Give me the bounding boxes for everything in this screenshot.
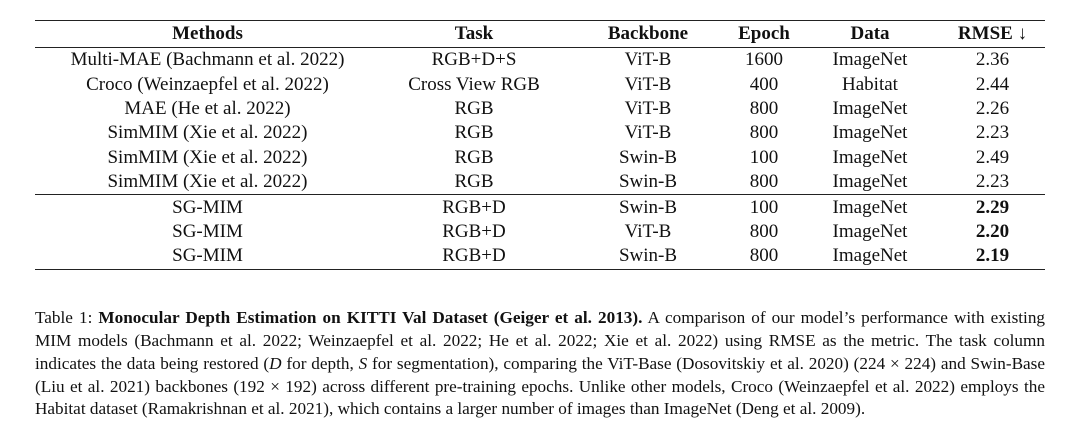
table-cell: 2.29: [975, 196, 1010, 218]
caption-math: D: [269, 353, 282, 373]
table-cell: 800: [749, 122, 779, 144]
table-cell: ImageNet: [832, 97, 908, 119]
table-cell: 1600: [745, 49, 783, 71]
table-row: MAE (He et al. 2022) RGB ViT-B 800 ImageNet 2…: [35, 97, 1045, 121]
table-cell: RGB+D+S: [431, 49, 517, 71]
table-row: SimMIM (Xie et al. 2022) RGB Swin-B 100 Imag…: [35, 146, 1045, 170]
column-header: Backbone: [607, 23, 689, 44]
table-cell: SG-MIM: [172, 196, 243, 218]
table-cell: 2.49: [975, 146, 1010, 168]
column-header: Task: [454, 23, 494, 44]
header-row: Methods Task Backbone Epoch Data RMSE ↓: [35, 20, 1045, 48]
table-cell: ViT-B: [624, 122, 672, 144]
table-cell: ViT-B: [624, 97, 672, 119]
table-cell: 100: [749, 146, 779, 168]
table-row: SG-MIM RGB+D Swin-B 100 ImageNet 2.29: [35, 195, 1045, 220]
table-cell: ImageNet: [832, 122, 908, 144]
table-cell: SimMIM (Xie et al. 2022): [107, 122, 308, 144]
table-cell: ImageNet: [832, 245, 908, 267]
table-caption: Table 1: Monocular Depth Estimation on K…: [35, 307, 1045, 421]
table-cell: Multi-MAE (Bachmann et al. 2022): [70, 49, 345, 71]
table-cell: Croco (Weinzaepfel et al. 2022): [86, 73, 329, 95]
table-cell: RGB: [454, 97, 494, 119]
table-row: SG-MIM RGB+D Swin-B 800 ImageNet 2.19: [35, 244, 1045, 269]
table-cell: 800: [749, 171, 779, 193]
table-cell: MAE (He et al. 2022): [124, 97, 291, 119]
caption-text: for segmentation), comparing the ViT-Bas…: [35, 353, 1045, 419]
table-cell: 800: [749, 220, 779, 242]
table-cell: Cross View RGB: [408, 73, 540, 95]
table-cell: Swin-B: [618, 245, 678, 267]
table-row: SimMIM (Xie et al. 2022) RGB ViT-B 800 Image…: [35, 121, 1045, 145]
table-cell: 2.23: [975, 171, 1010, 193]
table-cell: 2.26: [975, 97, 1010, 119]
table-cell: Swin-B: [618, 171, 678, 193]
column-header: Methods: [172, 23, 243, 44]
caption-label: Table 1:: [35, 308, 93, 328]
table-row: SimMIM (Xie et al. 2022) RGB Swin-B 800 Imag…: [35, 170, 1045, 195]
table-cell: ImageNet: [832, 146, 908, 168]
table-row: Croco (Weinzaepfel et al. 2022) Cross Vie…: [35, 72, 1045, 96]
table-cell: RGB: [454, 122, 494, 144]
table-cell: 800: [749, 97, 779, 119]
table-cell: RGB+D: [442, 220, 506, 242]
row-group: SG-MIM RGB+D Swin-B 100 ImageNet 2.29 SG-MIM RG…: [35, 194, 1045, 270]
table-cell: SimMIM (Xie et al. 2022): [107, 171, 308, 193]
column-header: Data: [850, 23, 890, 44]
table-cell: ImageNet: [832, 220, 908, 242]
table-cell: RGB: [454, 171, 494, 193]
table-cell: ViT-B: [624, 49, 672, 71]
table-cell: 2.19: [975, 245, 1010, 267]
table-cell: SG-MIM: [172, 220, 243, 242]
caption-text: for depth,: [281, 353, 359, 373]
table-cell: ViT-B: [624, 73, 672, 95]
column-header: RMSE ↓: [957, 23, 1028, 44]
caption-text: A comparison of our model’s performance …: [35, 308, 1046, 373]
table-cell: 2.44: [975, 73, 1010, 95]
table-cell: 100: [749, 196, 779, 218]
table-cell: RGB+D: [442, 196, 506, 218]
table-cell: 2.20: [975, 220, 1010, 242]
caption-title: Monocular Depth Estimation on KITTI Val …: [98, 308, 643, 328]
caption-math: S: [358, 353, 368, 373]
table-header: Methods Task Backbone Epoch Data RMSE ↓: [35, 20, 1045, 48]
table-cell: ImageNet: [832, 196, 908, 218]
table-cell: SimMIM (Xie et al. 2022): [107, 146, 308, 168]
table-cell: RGB+D: [442, 245, 506, 267]
table-cell: 800: [749, 245, 779, 267]
results-table: Methods Task Backbone Epoch Data RMSE ↓ Multi…: [35, 20, 1045, 270]
column-header: Epoch: [738, 23, 790, 44]
table-cell: ImageNet: [832, 49, 908, 71]
table-row: SG-MIM RGB+D ViT-B 800 ImageNet 2.20: [35, 220, 1045, 244]
table-cell: Swin-B: [618, 196, 678, 218]
table-cell: Habitat: [842, 73, 898, 95]
row-group: Multi-MAE (Bachmann et al. 2022) RGB+D+S V…: [35, 48, 1045, 195]
table-cell: 400: [749, 73, 779, 95]
table-cell: ImageNet: [832, 171, 908, 193]
table-cell: 2.23: [975, 122, 1010, 144]
table-cell: ViT-B: [624, 220, 672, 242]
table-cell: SG-MIM: [172, 245, 243, 267]
table-cell: RGB: [454, 146, 494, 168]
table-cell: 2.36: [975, 49, 1010, 71]
table-row: Multi-MAE (Bachmann et al. 2022) RGB+D+S V…: [35, 48, 1045, 73]
table-cell: Swin-B: [618, 146, 678, 168]
